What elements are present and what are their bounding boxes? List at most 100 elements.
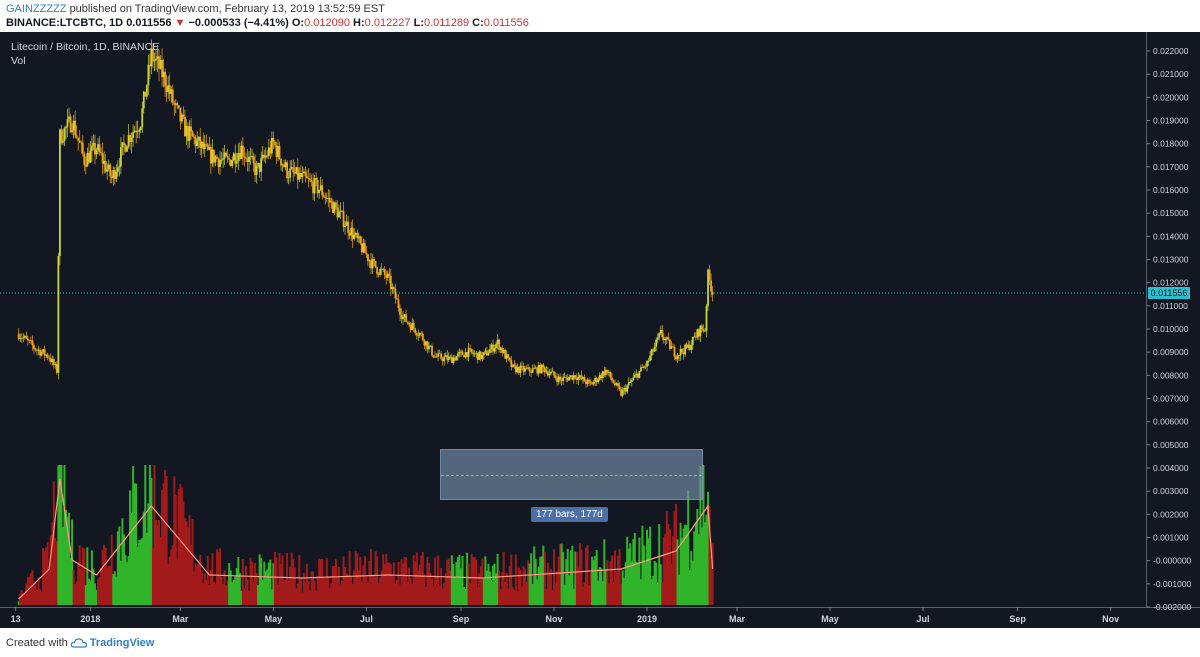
candle-body — [441, 358, 444, 362]
candle-body — [699, 325, 702, 337]
volume-bar — [563, 584, 566, 605]
candle-body — [617, 383, 619, 387]
y-tick-label: 0.016000 — [1153, 185, 1189, 195]
date-range-measure-box[interactable] — [440, 449, 703, 501]
volume-bar — [405, 557, 408, 605]
candle-body — [161, 59, 163, 78]
candle-body — [612, 380, 615, 384]
volume-bar — [484, 556, 487, 605]
y-tick-label: 0.007000 — [1153, 394, 1189, 404]
candle-body — [318, 190, 321, 194]
candle-body — [414, 328, 417, 334]
candle-body — [246, 158, 249, 163]
candle-body — [242, 145, 244, 157]
volume-bar — [315, 590, 318, 605]
volume-bar — [595, 550, 598, 605]
candle-body — [164, 71, 167, 87]
volume-bar — [630, 561, 633, 605]
volume-bar — [656, 582, 659, 605]
volume-bar — [113, 571, 116, 605]
volume-bar — [185, 521, 188, 605]
candle-body — [644, 366, 647, 368]
volume-bar — [365, 574, 368, 605]
volume-bar — [575, 552, 578, 605]
volume-bar — [703, 522, 706, 605]
volume-bar — [434, 557, 437, 605]
candle-body — [553, 371, 555, 376]
x-tick-label: Sep — [453, 614, 470, 624]
volume-bar — [530, 553, 533, 605]
volume-bar — [187, 527, 189, 605]
candle-body — [286, 162, 289, 179]
candle-body — [196, 140, 199, 147]
volume-ma-line — [18, 478, 714, 600]
volume-bar — [537, 566, 540, 605]
volume-bar — [191, 519, 194, 605]
volume-bar — [581, 586, 584, 605]
volume-bar — [588, 584, 591, 605]
candle-body — [202, 141, 205, 150]
candle-body — [391, 287, 394, 290]
candle-body — [170, 89, 173, 94]
volume-bar — [617, 555, 620, 605]
chart-area[interactable]: 0.022000 0.021000 0.020000 0.019000 0.018000… — [0, 32, 1200, 628]
candle-body — [548, 373, 551, 376]
publisher-link[interactable]: GAINZZZZZ — [6, 3, 67, 15]
volume-bar — [697, 534, 700, 605]
volume-bar — [270, 589, 273, 605]
volume-bar — [496, 553, 499, 605]
volume-bar — [139, 539, 142, 605]
candle-body — [710, 280, 712, 292]
volume-bar — [292, 559, 295, 605]
candle-body — [257, 163, 260, 166]
candle-body — [179, 107, 182, 122]
volume-bar — [620, 584, 623, 605]
candle-body — [702, 329, 705, 332]
volume-bar — [458, 554, 461, 605]
volume-bar — [412, 555, 415, 605]
volume-bar — [142, 511, 145, 605]
volume-bar — [112, 574, 115, 605]
volume-bar — [379, 577, 382, 605]
volume-bar — [309, 590, 311, 605]
candle-body — [272, 138, 275, 142]
candle-body — [283, 164, 285, 168]
volume-bar — [255, 573, 258, 605]
candle-body — [182, 114, 185, 117]
candle-body — [171, 89, 174, 104]
volume-bar — [240, 590, 243, 605]
volume-bar — [360, 581, 363, 605]
volume-bar — [106, 567, 109, 605]
candle-body — [132, 132, 134, 138]
candle-body — [627, 382, 630, 386]
candle-body — [348, 232, 351, 236]
volume-bar — [681, 537, 684, 605]
candle-body — [379, 269, 382, 275]
last-price: 0.011556 — [126, 17, 172, 29]
chart-canvas[interactable]: 0.022000 0.021000 0.020000 0.019000 0.018000… — [0, 32, 1200, 628]
volume-bar — [449, 570, 452, 605]
volume-bar — [205, 580, 208, 605]
volume-bar — [461, 555, 464, 605]
volume-bar — [90, 550, 93, 605]
volume-bar — [370, 549, 372, 605]
volume-bar — [296, 583, 299, 605]
volume-bar — [502, 551, 505, 605]
candle-body — [295, 167, 298, 174]
candle-body — [486, 350, 488, 356]
volume-bar — [263, 561, 266, 605]
volume-bar — [144, 465, 147, 605]
volume-bar — [601, 581, 604, 605]
volume-bar — [92, 569, 95, 605]
volume-bar — [533, 546, 536, 605]
volume-bar — [61, 526, 64, 605]
candle-body — [72, 120, 75, 131]
volume-bar — [287, 579, 290, 605]
candle-body — [165, 86, 168, 92]
candle-body — [304, 171, 307, 177]
candle-body — [315, 178, 317, 180]
tradingview-brand-link[interactable]: TradingView — [89, 637, 155, 649]
candle-body — [502, 349, 505, 353]
volume-bar — [295, 588, 298, 605]
volume-bar — [58, 465, 61, 605]
